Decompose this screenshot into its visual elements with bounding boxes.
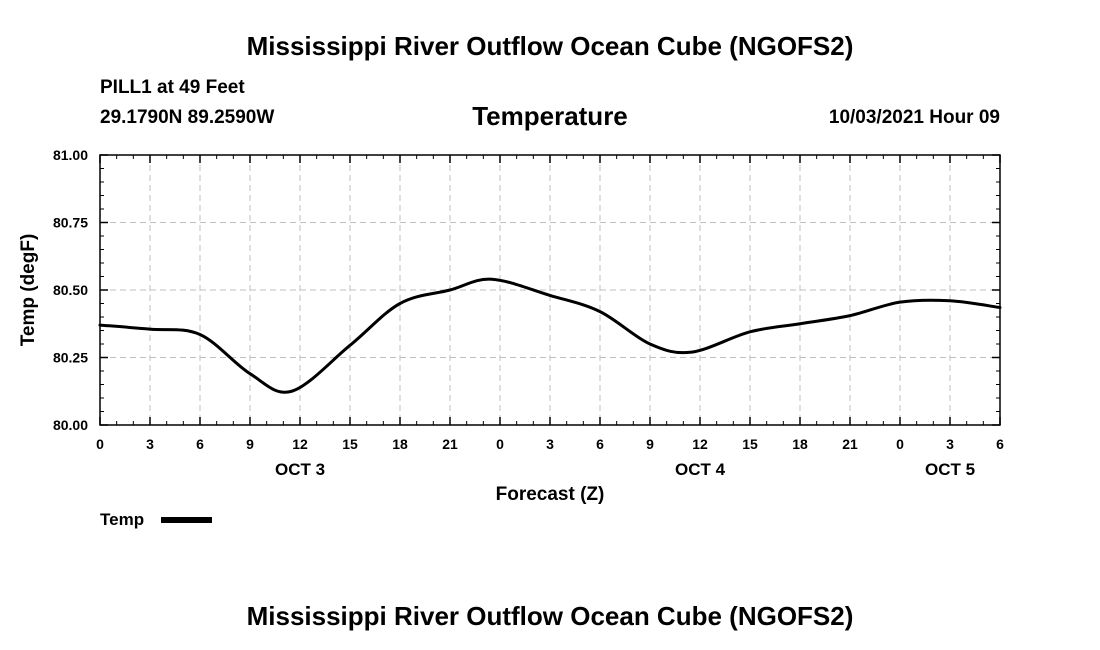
y-tick-label: 80.75 xyxy=(53,215,88,231)
axis-labels: 0 3 6 9 12 15 18 21 0 3 6 9 12 15 18 21 0 3 6 80.00 80.25 80.… xyxy=(53,147,1004,479)
x-tick-label: 3 xyxy=(146,436,154,452)
x-tick-label: 6 xyxy=(596,436,604,452)
legend-label: Temp xyxy=(100,510,144,529)
station-label: PILL1 at 49 Feet xyxy=(100,77,245,98)
plot-frame xyxy=(99,154,1001,426)
grid xyxy=(100,155,1000,425)
x-tick-label: 0 xyxy=(896,436,904,452)
x-tick-label: 12 xyxy=(692,436,708,452)
y-axis-label: Temp (degF) xyxy=(18,234,39,347)
y-tick-label: 81.00 xyxy=(53,147,88,163)
series-line-temp xyxy=(98,277,1002,394)
x-tick-label: 9 xyxy=(246,436,254,452)
x-tick-label: 18 xyxy=(392,436,408,452)
datetime-label: 10/03/2021 Hour 09 xyxy=(828,107,1000,128)
date-label: OCT 3 xyxy=(275,460,325,479)
y-tick-label: 80.00 xyxy=(53,417,88,433)
page-footer-title: Mississippi River Outflow Ocean Cube (NG… xyxy=(246,601,854,631)
x-tick-label: 0 xyxy=(96,436,104,452)
x-tick-label: 15 xyxy=(342,436,358,452)
x-tick-label: 21 xyxy=(842,436,858,452)
x-tick-label: 18 xyxy=(792,436,808,452)
x-tick-label: 21 xyxy=(442,436,458,452)
x-axis-label: Forecast (Z) xyxy=(496,484,605,505)
date-label: OCT 5 xyxy=(925,460,975,479)
y-tick-label: 80.50 xyxy=(53,282,88,298)
x-tick-label: 3 xyxy=(546,436,554,452)
legend: Temp xyxy=(100,510,212,529)
x-tick-label: 0 xyxy=(496,436,504,452)
x-tick-label: 3 xyxy=(946,436,954,452)
x-tick-label: 15 xyxy=(742,436,758,452)
x-tick-label: 12 xyxy=(292,436,308,452)
series-layer xyxy=(98,277,1002,394)
x-tick-label: 6 xyxy=(996,436,1004,452)
coordinates-label: 29.1790N 89.2590W xyxy=(100,107,275,128)
x-tick-label: 6 xyxy=(196,436,204,452)
page-title: Mississippi River Outflow Ocean Cube (NG… xyxy=(246,31,854,61)
x-tick-label: 9 xyxy=(646,436,654,452)
y-tick-label: 80.25 xyxy=(53,350,88,366)
variable-title: Temperature xyxy=(472,101,628,131)
date-label: OCT 4 xyxy=(675,460,726,479)
temperature-chart: 0 3 6 9 12 15 18 21 0 3 6 9 12 15 18 21 0 3 6 80.00 80.25 80.… xyxy=(18,147,1004,529)
